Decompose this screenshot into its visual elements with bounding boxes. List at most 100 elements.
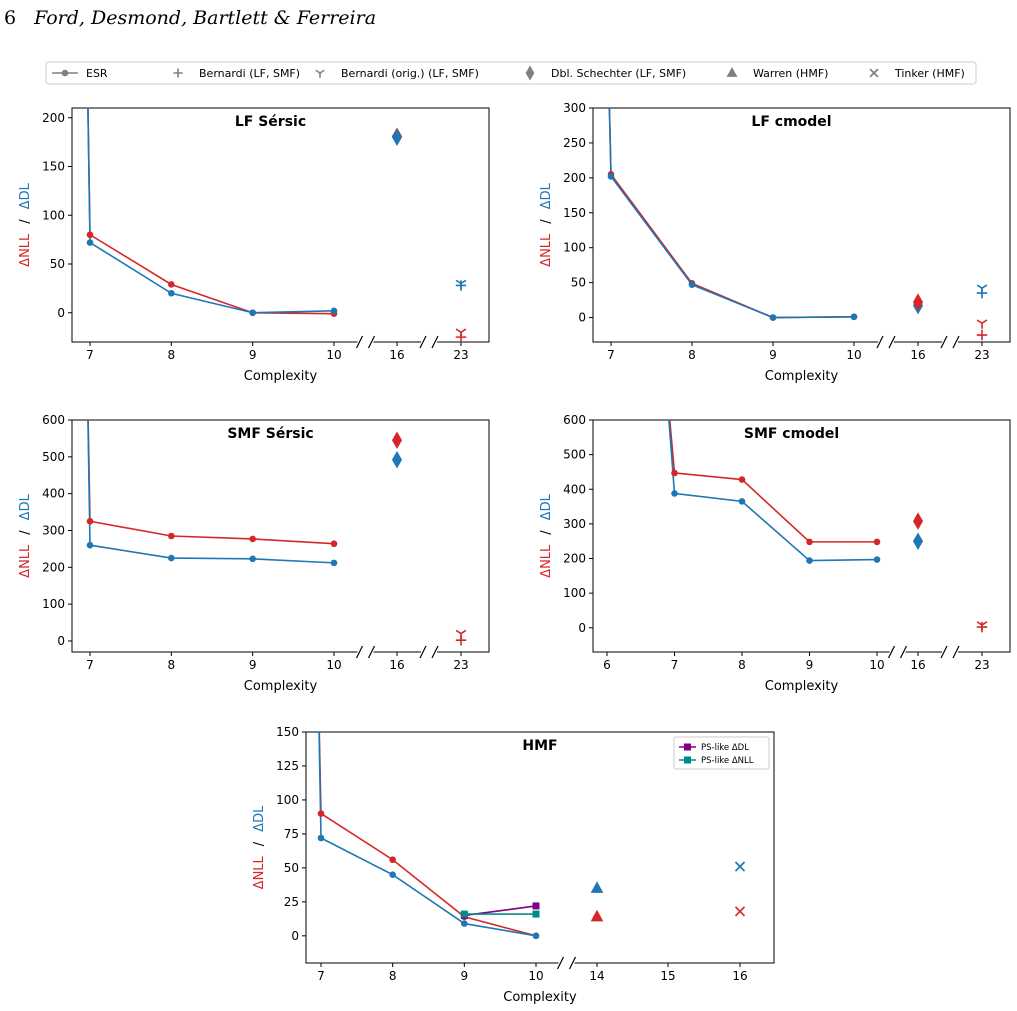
x-tick-label: 15 [660, 969, 675, 983]
series-line [674, 472, 877, 543]
y-tick-label: 400 [563, 482, 586, 496]
axes-frame [305, 731, 775, 964]
axis-break-mark [355, 645, 364, 659]
y-label-dl: ΔDL [539, 493, 554, 520]
x-tick-label: 9 [769, 348, 777, 362]
axis-break-mark [431, 645, 439, 659]
x-tick-label: 7 [86, 658, 94, 672]
x-tick-label: 16 [732, 969, 747, 983]
y-tick-label: 300 [563, 101, 586, 115]
axis-break-mark [888, 335, 896, 349]
data-point [460, 910, 468, 918]
y-tick-label: 50 [571, 276, 586, 290]
series-line-rise [87, 108, 91, 243]
data-point [738, 498, 746, 505]
data-point [806, 538, 813, 546]
series-group [668, 420, 881, 564]
x-tick-label: 23 [453, 348, 468, 362]
model-marker [976, 284, 988, 294]
axis-break-gap [357, 649, 374, 655]
axis-break-mark [556, 956, 565, 970]
legend-entry: Warren (HMF) [726, 67, 828, 80]
y-tick-label: 100 [563, 586, 586, 600]
x-tick-label: 9 [461, 969, 469, 983]
chart-panel: 0 100 200 300 400 500 600 7 8 9 10 16 23 Complexity ΔN… [18, 413, 490, 694]
data-point [86, 541, 94, 549]
data-point [168, 554, 175, 562]
model-marker [976, 319, 988, 329]
data-point [389, 871, 396, 878]
y-tick-label: 150 [276, 725, 299, 739]
axes-frame [592, 419, 1011, 653]
axis-break-gap [421, 649, 437, 655]
data-point [532, 932, 540, 940]
legend-entry: ESR [52, 67, 108, 80]
x-tick-label: 8 [389, 969, 397, 983]
series-line [89, 544, 335, 564]
page-number: 6 [4, 7, 17, 29]
model-marker [976, 621, 988, 631]
y-tick-label: 150 [563, 206, 586, 220]
x-tick-label: 9 [806, 658, 814, 672]
legend-marker [61, 69, 69, 77]
y-tick-label: 25 [284, 895, 299, 909]
axis-break-gap [357, 339, 374, 345]
model-marker [912, 532, 924, 550]
y-tick-label: 500 [563, 448, 586, 462]
x-axis-label: Complexity [503, 990, 577, 1005]
chart-panel: 0 100 200 300 400 500 600 6 7 8 9 10 16 23 Complexity Δ… [539, 413, 1011, 694]
x-tick-label: 8 [688, 348, 696, 362]
y-label-dl: ΔDL [18, 182, 33, 209]
chart-panel: 0 25 50 75 100 125 150 7 8 9 10 14 15 16 Complexity ΔNL… [252, 725, 775, 1005]
y-axis-label: ΔNLL / ΔDL [539, 182, 554, 266]
x-tick-label: 9 [249, 348, 257, 362]
axis-break-mark [367, 645, 376, 659]
x-axis-label: Complexity [765, 679, 839, 694]
series-line [320, 837, 537, 937]
legend-entry: Dbl. Schechter (LF, SMF) [525, 65, 686, 81]
y-label-nll: ΔNLL [18, 544, 33, 578]
y-label-nll: ΔNLL [252, 855, 267, 889]
y-label-sep: / [252, 841, 267, 846]
axis-break-gap [942, 649, 958, 655]
data-point [86, 231, 94, 239]
x-tick-label: 16 [910, 348, 925, 362]
series-group [86, 420, 338, 567]
axes-frame [71, 419, 490, 653]
legend-marker [315, 69, 325, 78]
x-tick-label: 23 [974, 348, 989, 362]
data-point [671, 469, 678, 477]
data-point [330, 559, 338, 567]
running-header: 6 Ford, Desmond, Bartlett & Ferreira [4, 0, 376, 36]
x-tick-label: 8 [738, 658, 746, 672]
data-point [249, 555, 256, 563]
axis-break-gap [878, 339, 894, 345]
y-tick-label: 50 [284, 861, 299, 875]
chart-panel: 0 50 100 150 200 250 300 7 8 9 10 16 23 Complexity ΔNL… [539, 101, 1011, 384]
legend-label: Warren (HMF) [753, 67, 828, 80]
y-label-nll: ΔNLL [539, 233, 554, 267]
series-line [320, 812, 537, 937]
model-marker [391, 451, 403, 469]
axis-break-mark [419, 335, 427, 349]
x-tick-label: 14 [589, 969, 604, 983]
running-title: Ford, Desmond, Bartlett & Ferreira [34, 7, 377, 29]
data-point [249, 535, 256, 543]
inner-legend-marker [684, 756, 691, 764]
data-point [461, 920, 468, 927]
x-tick-label: 8 [168, 658, 176, 672]
data-point [806, 557, 813, 564]
legend-label: Dbl. Schechter (LF, SMF) [551, 67, 686, 80]
y-tick-label: 200 [42, 560, 65, 574]
axis-break-mark [952, 335, 960, 349]
model-marker [391, 431, 403, 450]
model-marker [976, 329, 988, 341]
data-point [688, 281, 696, 289]
x-tick-label: 16 [389, 658, 404, 672]
data-point [249, 309, 256, 317]
legend-entry: Bernardi (LF, SMF) [173, 67, 300, 80]
model-marker [734, 861, 746, 872]
data-point [873, 538, 881, 546]
axis-break-mark [887, 645, 896, 659]
